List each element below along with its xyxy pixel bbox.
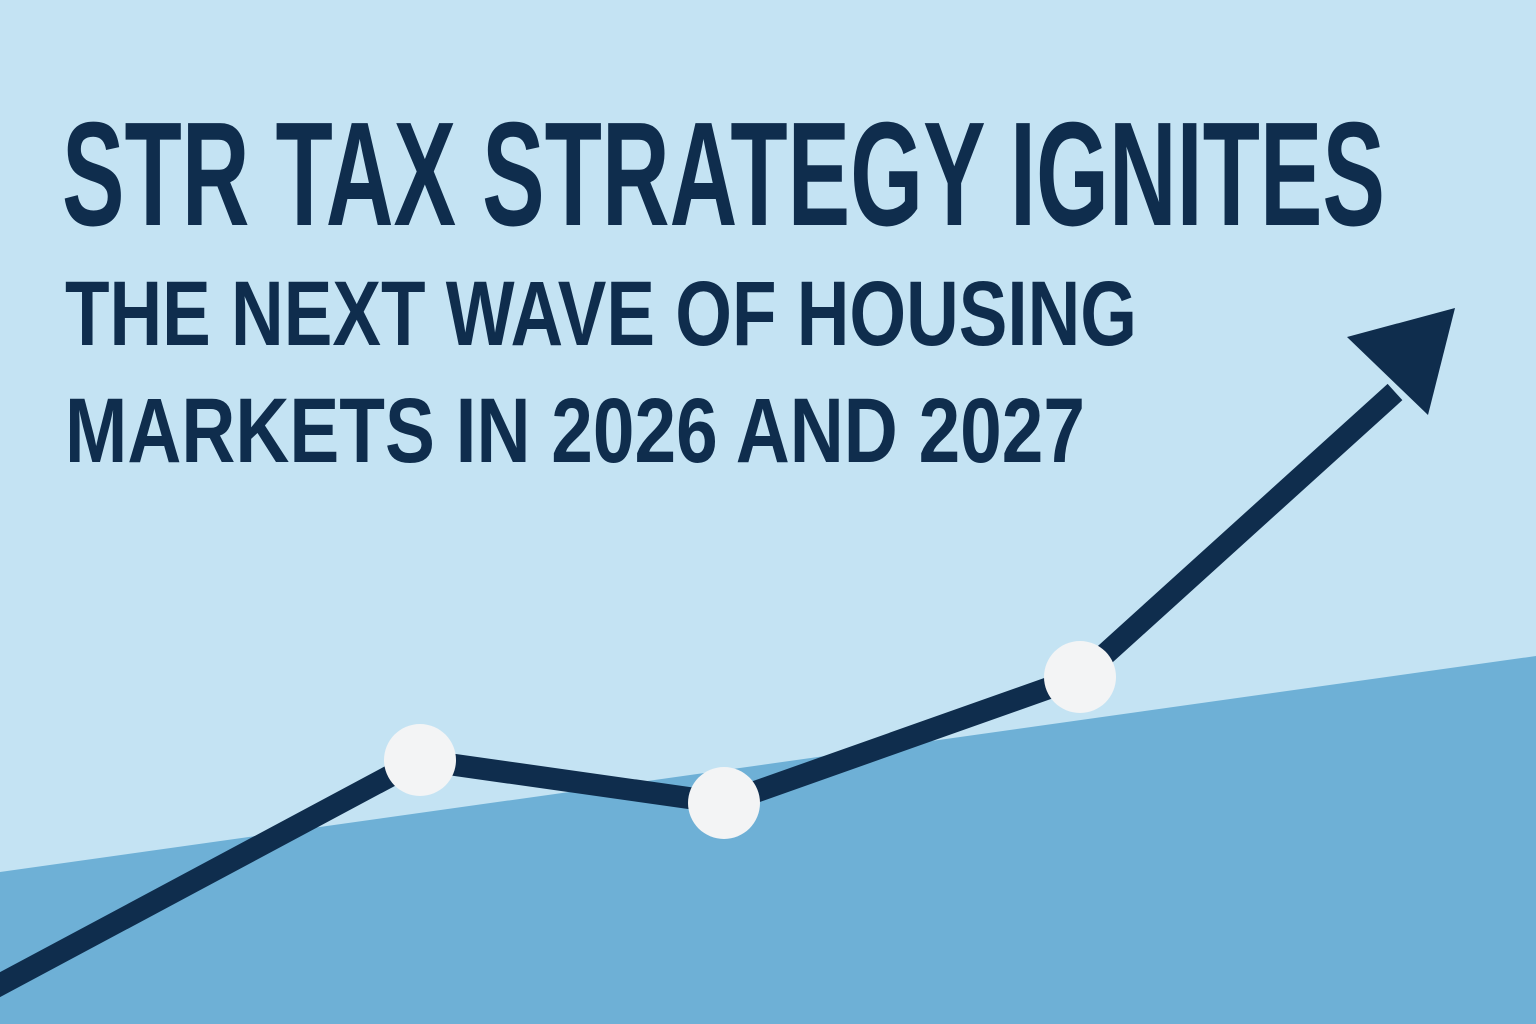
headline-line: THE NEXT WAVE OF HOUSING: [65, 263, 1137, 365]
headline-line: STR TAX STRATEGY IGNITES: [62, 92, 1385, 257]
point-marker: [688, 767, 760, 839]
point-marker: [1044, 641, 1116, 713]
background-slope: [0, 656, 1536, 1024]
arrow-head: [1347, 308, 1455, 415]
point-marker: [384, 724, 456, 796]
headline-line: MARKETS IN 2026 AND 2027: [65, 380, 1085, 482]
